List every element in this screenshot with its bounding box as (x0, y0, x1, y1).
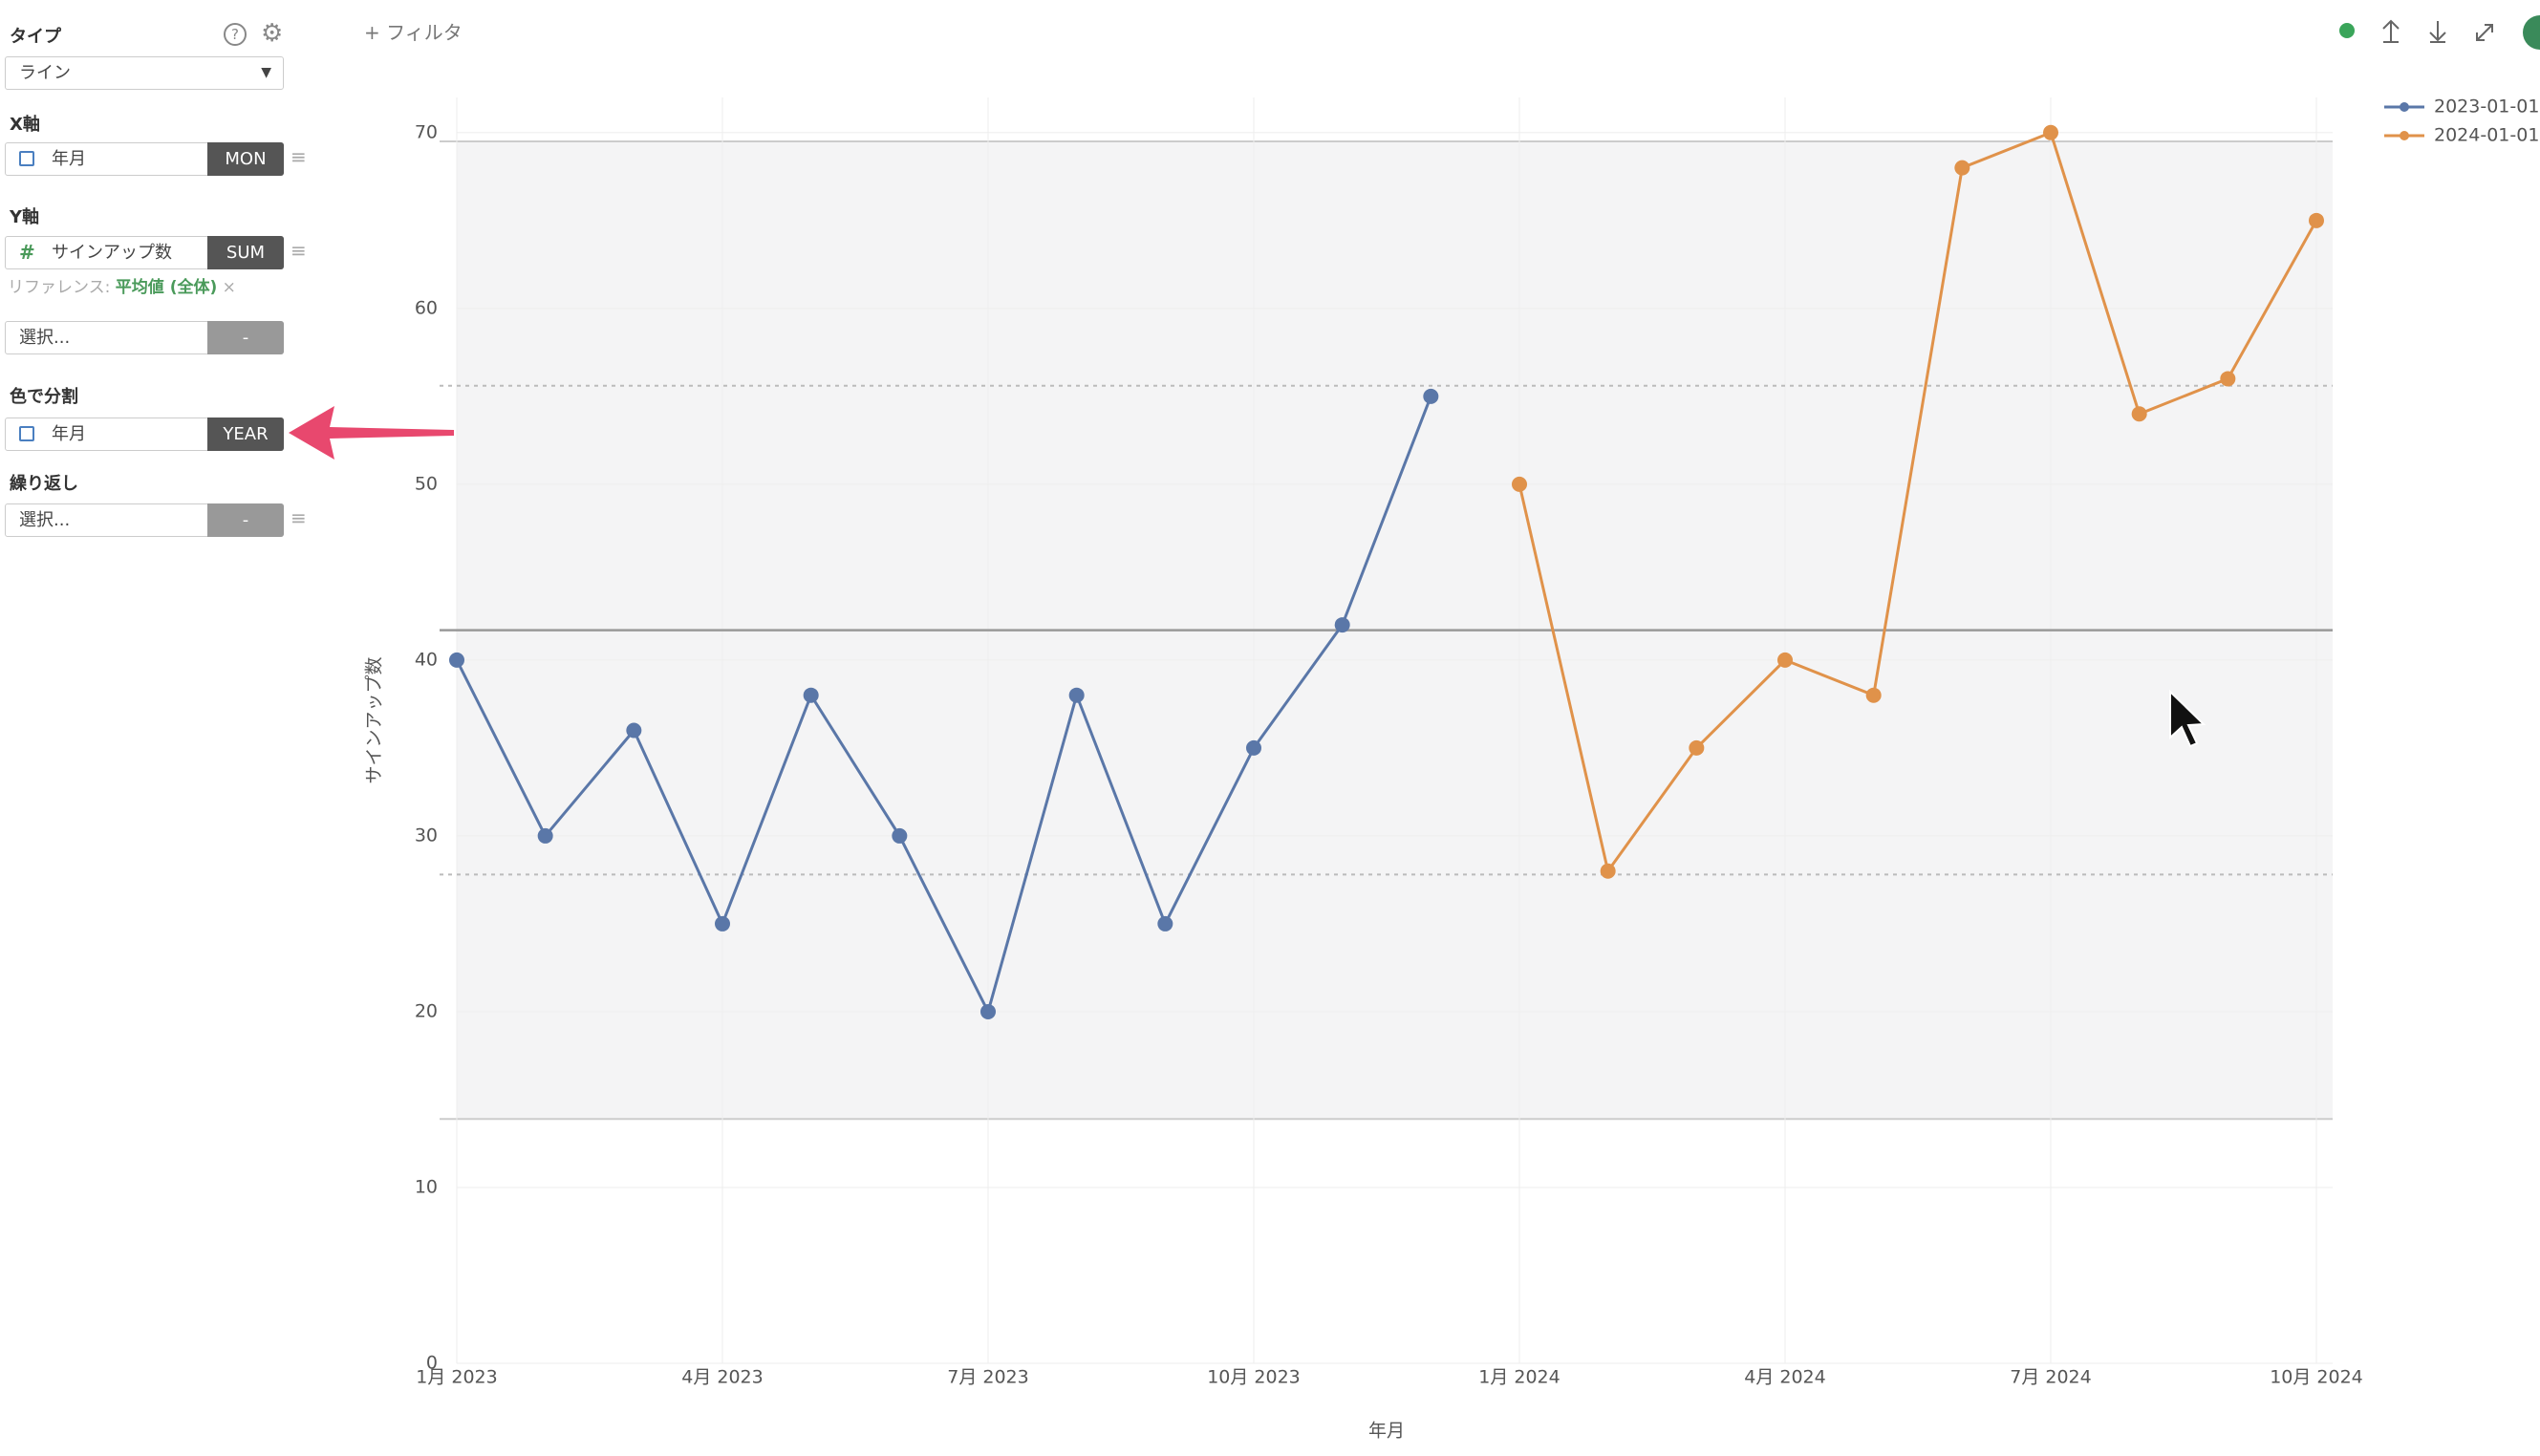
label: リファレンス: (8, 278, 111, 297)
label: 色で分割 (10, 387, 78, 407)
menu-icon[interactable]: ≡ (291, 145, 307, 168)
agg-button[interactable]: MON (207, 142, 284, 176)
legend-marker (2400, 102, 2409, 112)
x-tick-label: 1月 2023 (416, 1367, 497, 1388)
button[interactable]: - (207, 503, 284, 537)
mouse-cursor (2169, 689, 2206, 748)
y-tick-label: 30 (415, 824, 438, 846)
plot: 0 10 20 30 40 50 60 70 1月 2023 4月 2023 7月 2023 10月 … (415, 96, 2540, 1388)
calendar-icon (19, 151, 34, 166)
download-icon[interactable] (2429, 21, 2446, 43)
x-tick-label: 7月 2023 (947, 1367, 1028, 1388)
series-line (1518, 130, 2318, 875)
menu-icon[interactable]: ≡ (291, 239, 307, 262)
agg-button[interactable]: SUM (207, 236, 284, 269)
reference: リファレンス: 平均値 (全体) × (8, 273, 236, 297)
x-axis-label: 年月 (1368, 1421, 1405, 1442)
y-tick-label: 60 (415, 297, 438, 318)
y-tick-label: 20 (415, 1000, 438, 1021)
expand-icon[interactable] (2476, 24, 2493, 41)
remove[interactable]: × (222, 278, 236, 297)
avatar[interactable] (2523, 15, 2540, 50)
point (892, 827, 908, 844)
point (2309, 212, 2324, 228)
label: 繰り返し (10, 474, 78, 494)
label: Y軸 (10, 207, 40, 227)
filter-button[interactable]: + フィルタ (364, 21, 463, 44)
label: タイプ (10, 27, 61, 47)
point (2131, 406, 2147, 422)
point (1689, 739, 1705, 756)
x-tick-label: 10月 2023 (1207, 1367, 1301, 1388)
y-tick-label: 40 (415, 649, 438, 670)
point (2043, 124, 2058, 140)
point (1865, 687, 1882, 703)
y-tick-label: 70 (415, 121, 438, 142)
y-tick-label: 50 (415, 473, 438, 494)
number-icon: # (19, 241, 35, 264)
x-tick-label: 4月 2023 (681, 1367, 763, 1388)
point (715, 915, 730, 931)
point (2220, 371, 2236, 387)
help-icon[interactable]: ? (224, 23, 247, 46)
y-tick-label: 0 (426, 1353, 438, 1374)
point (537, 827, 553, 844)
point (1068, 687, 1085, 703)
button[interactable]: - (207, 321, 284, 354)
legend-marker (2400, 131, 2409, 140)
point (803, 687, 819, 703)
reference-band (457, 141, 2333, 1120)
point (1512, 476, 1527, 492)
label: X軸 (10, 115, 40, 135)
point (1423, 388, 1439, 404)
menu-icon[interactable]: ≡ (291, 506, 307, 529)
point (1600, 863, 1616, 879)
calendar-icon (19, 426, 34, 441)
point (449, 652, 464, 668)
upload-icon[interactable] (2382, 19, 2400, 43)
point (980, 1003, 996, 1019)
x-tick-label: 10月 2024 (2270, 1367, 2363, 1388)
toolbar (2339, 15, 2540, 50)
settings-icon[interactable]: ⚙ (261, 19, 284, 48)
series-line (455, 396, 1432, 1017)
point (1334, 617, 1350, 633)
value: ライン (19, 63, 71, 83)
point (626, 722, 642, 739)
comment-icon[interactable] (2339, 23, 2355, 38)
type-select[interactable]: ライン ▼ (5, 56, 284, 90)
caret: ▼ (261, 65, 271, 80)
x-tick-label: 1月 2024 (1478, 1367, 1560, 1388)
x-tick-label: 4月 2024 (1744, 1367, 1825, 1388)
point (1777, 652, 1793, 668)
x-tick-label: 7月 2024 (2010, 1367, 2091, 1388)
legend-label: 2024-01-01 (2434, 125, 2539, 146)
reference-value[interactable]: 平均値 (全体) (115, 278, 218, 297)
agg-button[interactable]: YEAR (207, 418, 284, 451)
legend-label: 2023-01-01 (2434, 96, 2539, 118)
y-tick-label: 10 (415, 1176, 438, 1197)
y-axis-label: サインアップ数 (364, 656, 385, 783)
annotation-arrow (289, 406, 454, 460)
point (1246, 739, 1261, 756)
point (1954, 160, 1970, 176)
point (1157, 915, 1173, 931)
